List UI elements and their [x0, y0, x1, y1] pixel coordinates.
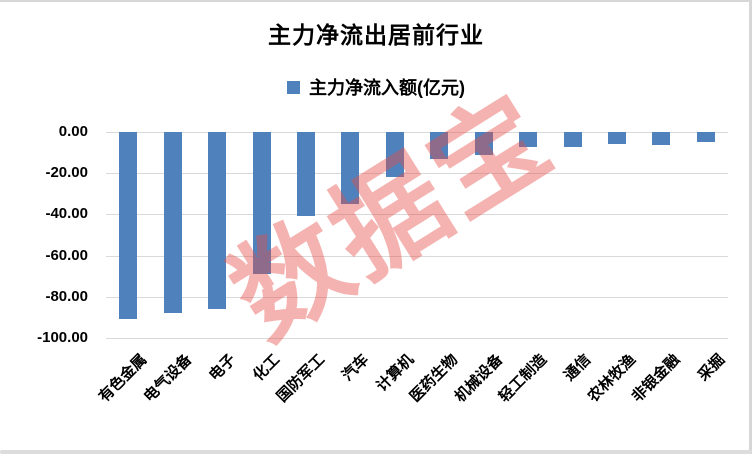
x-tick-label: 通信: [561, 351, 595, 385]
chart-title: 主力净流出居前行业: [268, 22, 484, 48]
x-tick-label: 电子: [205, 351, 240, 385]
gridline--60: [106, 255, 728, 257]
bar-轻工制造: [519, 132, 538, 148]
gridline--20: [106, 173, 728, 175]
frame-bottom-border: [0, 450, 752, 454]
y-tick-label: -80.00: [45, 287, 88, 305]
bar-通信: [563, 132, 582, 147]
bar-计算机: [385, 132, 404, 178]
x-tick-label: 有色金属: [95, 351, 151, 406]
bar-电子: [208, 132, 227, 310]
x-tick-label: 电气设备: [140, 351, 195, 406]
frame-right-border: [749, 0, 752, 454]
bar-化工: [252, 132, 271, 275]
legend: 主力净流入额(亿元): [0, 74, 752, 100]
bar-国防军工: [296, 132, 315, 217]
bar-电气设备: [163, 132, 182, 314]
bar-机械设备: [474, 132, 493, 155]
y-tick-label: -20.00: [45, 164, 88, 182]
bar-农林牧渔: [607, 132, 626, 145]
gridline-0: [106, 132, 728, 133]
x-tick-label: 采掘: [694, 351, 728, 385]
x-tick-label: 国防军工: [273, 351, 329, 406]
legend-swatch: [287, 80, 300, 94]
bar-汽车: [341, 132, 360, 205]
y-tick-label: -40.00: [45, 205, 88, 223]
y-tick-label: -60.00: [45, 246, 88, 264]
gridline--80: [106, 296, 728, 298]
gridline--40: [106, 214, 728, 216]
y-tick-label: -100.00: [37, 329, 88, 346]
x-tick-label: 医药生物: [406, 351, 462, 406]
bar-有色金属: [119, 132, 138, 320]
legend-label: 主力净流入额(亿元): [309, 78, 465, 98]
x-tick-label: 化工: [250, 351, 284, 385]
x-tick-label: 非银金融: [629, 351, 684, 406]
gridline--100: [106, 338, 728, 339]
bar-医药生物: [430, 132, 449, 159]
x-tick-label: 汽车: [339, 351, 373, 385]
x-tick-label: 轻工制造: [495, 351, 551, 406]
bar-非银金融: [652, 132, 671, 145]
y-tick-label: 0.00: [58, 123, 88, 140]
frame-top-border: [0, 0, 752, 2]
x-tick-label: 机械设备: [451, 351, 506, 406]
bar-采掘: [696, 132, 715, 143]
x-tick-label: 农林牧渔: [584, 351, 640, 406]
